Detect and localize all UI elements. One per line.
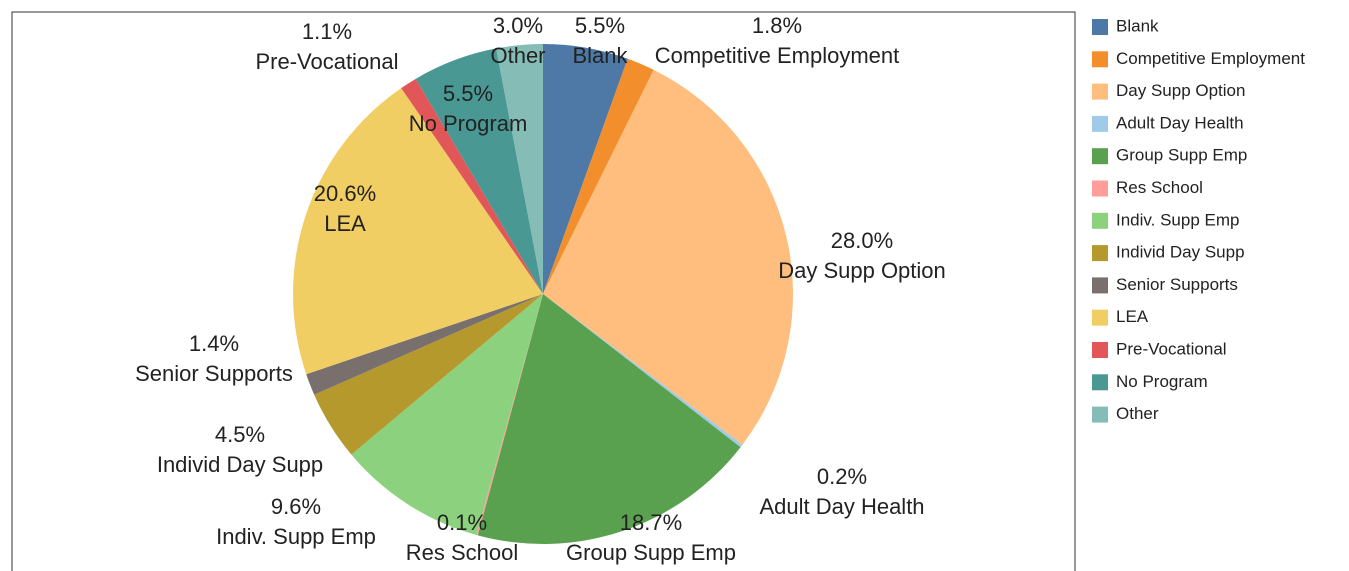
legend-swatch xyxy=(1092,277,1108,294)
legend-swatch xyxy=(1092,115,1108,132)
legend-label: Competitive Employment xyxy=(1116,49,1305,68)
slice-value-label: 5.5% xyxy=(443,81,493,106)
pie-slice xyxy=(543,294,743,448)
slice-name-label: Res School xyxy=(406,540,519,565)
pie-slice xyxy=(476,294,543,536)
legend-label: Res School xyxy=(1116,178,1203,197)
legend-swatch xyxy=(1092,212,1108,229)
legend-swatch xyxy=(1092,245,1108,262)
pie-slice xyxy=(293,88,543,375)
slice-value-label: 1.4% xyxy=(189,331,239,356)
legend-label: Individ Day Supp xyxy=(1116,243,1245,262)
slice-name-label: Adult Day Health xyxy=(759,494,924,519)
plot-frame xyxy=(11,11,1076,571)
pie-slice xyxy=(477,294,741,544)
pie-slice xyxy=(351,294,543,535)
pie-slice xyxy=(314,294,543,455)
slice-value-label: 3.0% xyxy=(493,13,543,38)
legend-label: Adult Day Health xyxy=(1116,113,1244,132)
slice-value-label: 0.1% xyxy=(437,510,487,535)
slice-name-label: LEA xyxy=(324,211,366,236)
legend-label: Other xyxy=(1116,404,1159,423)
slice-name-label: Individ Day Supp xyxy=(157,452,323,477)
pie-slice xyxy=(401,78,543,295)
slice-value-label: 9.6% xyxy=(271,494,321,519)
legend-label: Blank xyxy=(1116,16,1159,35)
slice-name-label: Indiv. Supp Emp xyxy=(216,524,376,549)
slice-value-label: 4.5% xyxy=(215,422,265,447)
slice-value-label: 20.6% xyxy=(314,181,376,206)
pie-slice xyxy=(543,69,793,445)
pie-slice xyxy=(496,44,543,294)
legend-swatch xyxy=(1092,51,1108,68)
legend-label: Day Supp Option xyxy=(1116,81,1245,100)
legend-label: Indiv. Supp Emp xyxy=(1116,210,1239,229)
legend-label: No Program xyxy=(1116,372,1208,391)
legend-label: Pre-Vocational xyxy=(1116,339,1227,358)
legend-swatch xyxy=(1092,83,1108,100)
slice-name-label: Competitive Employment xyxy=(655,43,900,68)
legend-label: Group Supp Emp xyxy=(1116,146,1247,165)
pie-slice xyxy=(543,58,654,294)
slice-name-label: Pre-Vocational xyxy=(255,49,398,74)
slice-value-label: 5.5% xyxy=(575,13,625,38)
legend-swatch xyxy=(1092,374,1108,391)
legend-swatch xyxy=(1092,19,1108,35)
pie-slice xyxy=(306,294,543,395)
slice-value-label: 18.7% xyxy=(620,510,682,535)
legend-swatch xyxy=(1092,342,1108,358)
legend-swatch xyxy=(1092,309,1108,326)
slice-name-label: Other xyxy=(490,43,545,68)
legend-swatch xyxy=(1092,180,1108,197)
legend-swatch xyxy=(1092,406,1108,423)
slice-name-label: Group Supp Emp xyxy=(566,540,736,565)
slice-value-label: 28.0% xyxy=(831,228,893,253)
slice-name-label: Day Supp Option xyxy=(778,258,946,283)
legend-label: LEA xyxy=(1116,307,1149,326)
slice-name-label: Blank xyxy=(572,43,628,68)
legend-swatch xyxy=(1092,148,1108,165)
slice-name-label: Senior Supports xyxy=(135,361,293,386)
slice-value-label: 1.1% xyxy=(302,19,352,44)
pie-slice xyxy=(415,48,543,294)
slice-value-label: 1.8% xyxy=(752,13,802,38)
slice-name-label: No Program xyxy=(409,111,528,136)
slice-value-label: 0.2% xyxy=(817,464,867,489)
legend-label: Senior Supports xyxy=(1116,275,1238,294)
pie-slice xyxy=(543,44,628,294)
